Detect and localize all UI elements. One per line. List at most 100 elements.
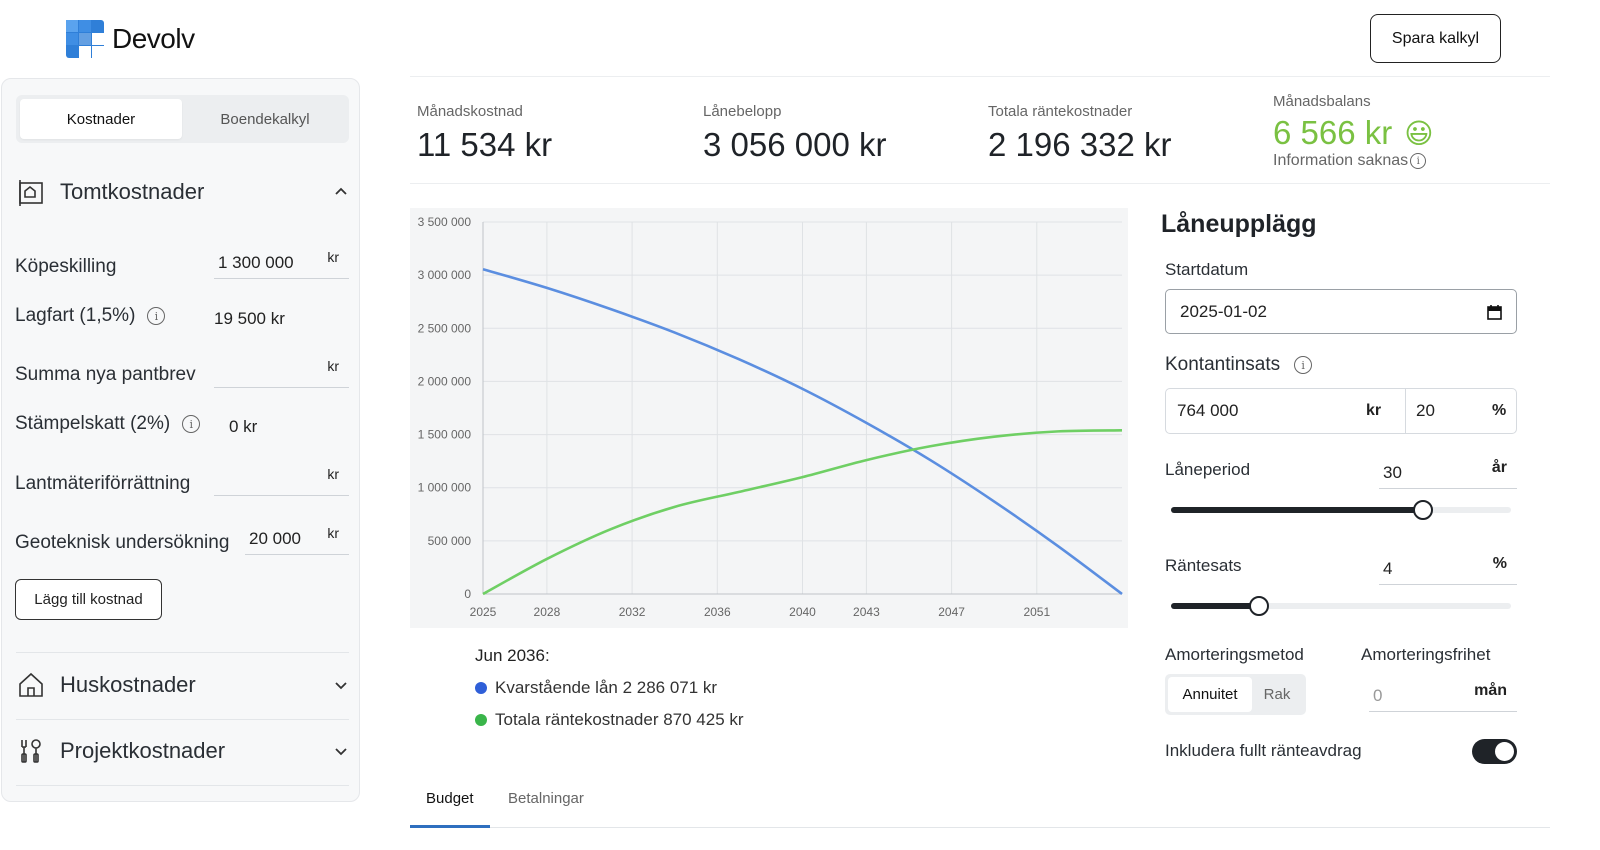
summary-bar: Månadskostnad 11 534 kr Lånebelopp 3 056… (410, 76, 1550, 184)
plot-icon (16, 177, 46, 207)
legend-date: Jun 2036: (475, 646, 550, 665)
stat-manadsbalans: Månadsbalans 6 566 kr 😃 Information sakn… (1273, 93, 1434, 169)
tab-budget[interactable]: Budget (426, 790, 474, 807)
pantbrev-input[interactable]: kr (214, 356, 349, 388)
legend-item-remaining: Kvarstående lån 2 286 071 kr (475, 678, 744, 698)
label-amorteringsfrihet: Amorteringsfrihet (1361, 645, 1491, 664)
section-huskostnader[interactable]: Huskostnader (16, 665, 349, 705)
tab-kostnader[interactable]: Kostnader (20, 99, 182, 139)
logo-icon (66, 20, 104, 58)
x-tick-label: 2051 (1023, 605, 1050, 619)
label-kopeskilling: Köpeskilling (15, 256, 117, 277)
y-tick-label: 2 500 000 (418, 321, 472, 335)
lagfart-value: 19 500 kr (214, 309, 285, 328)
x-tick-label: 2040 (789, 605, 816, 619)
house-icon (16, 670, 46, 700)
chevron-down-icon (333, 677, 349, 693)
label-geoteknisk: Geoteknisk undersökning (15, 532, 230, 553)
legend-dot (475, 714, 487, 726)
lantmateri-input[interactable]: kr (214, 464, 349, 496)
down-payment-amount[interactable]: 764 000 (1177, 401, 1239, 420)
loan-chart: 0 500 000 1 000 000 1 500 000 2 000 000 2 500… (410, 208, 1128, 628)
y-tick-label: 1 500 000 (418, 428, 472, 442)
brand-logo[interactable]: Devolv (66, 20, 195, 58)
y-tick-label: 3 000 000 (418, 268, 472, 282)
label-laneperiod: Låneperiod (1165, 460, 1251, 479)
chevron-up-icon (333, 184, 349, 200)
info-icon[interactable]: i (1410, 153, 1427, 169)
x-tick-label: 2028 (534, 605, 561, 619)
slider-thumb[interactable] (1412, 500, 1433, 520)
section-title: Projektkostnader (60, 738, 226, 763)
label-rantesats: Räntesats (1165, 556, 1242, 575)
y-tick-label: 3 500 000 (418, 215, 472, 229)
legend-item-interest: Totala räntekostnader 870 425 kr (475, 710, 744, 730)
x-tick-label: 2032 (619, 605, 646, 619)
smiley-icon: 😃 (1404, 117, 1434, 149)
label-stampelskatt: Stämpelskatt (2%) i (15, 413, 201, 435)
sidebar-tabs: Kostnader Boendekalkyl (16, 95, 349, 143)
label-startdatum: Startdatum (1165, 260, 1249, 279)
interest-rate-input[interactable]: 4 % (1379, 551, 1517, 585)
stat-rantekostnader: Totala räntekostnader 2 196 332 kr (988, 103, 1172, 163)
x-tick-label: 2043 (853, 605, 880, 619)
slider-thumb[interactable] (1249, 596, 1270, 616)
amortization-free-input[interactable]: 0 mån (1369, 678, 1517, 712)
stat-lanebelopp: Lånebelopp 3 056 000 kr (703, 103, 887, 163)
x-tick-label: 2036 (704, 605, 731, 619)
stampelskatt-value: 0 kr (229, 417, 258, 436)
tools-icon (16, 736, 46, 766)
divider (16, 652, 349, 653)
series-line-total-interest (482, 429, 1123, 596)
x-tick-label: 2025 (470, 605, 497, 619)
loan-setup-title: Låneupplägg (1161, 210, 1317, 238)
kopeskilling-input[interactable]: 1 300 000 kr (214, 247, 349, 279)
section-title: Huskostnader (60, 672, 196, 697)
chart-legend: Jun 2036: Kvarstående lån 2 286 071 kr T… (475, 646, 744, 730)
stat-manadskostnad: Månadskostnad 11 534 kr (417, 103, 553, 163)
option-rak[interactable]: Rak (1263, 686, 1291, 703)
y-tick-label: 500 000 (428, 534, 472, 548)
y-tick-label: 2 000 000 (418, 374, 472, 388)
x-tick-label: 2047 (938, 605, 965, 619)
sidebar: Kostnader Boendekalkyl Tomtkostnader Köp… (1, 78, 360, 802)
section-tomtkostnader[interactable]: Tomtkostnader (16, 172, 349, 212)
y-tick-label: 1 000 000 (418, 481, 472, 495)
series-line-remaining-loan (482, 267, 1123, 596)
toggle-knob (1495, 742, 1514, 761)
interest-rate-slider[interactable] (1171, 596, 1511, 616)
label-lagfart: Lagfart (1,5%) i (15, 305, 166, 327)
chart-svg: 0 500 000 1 000 000 1 500 000 2 000 000 2 500… (418, 215, 1123, 619)
info-icon[interactable]: i (147, 307, 166, 325)
down-payment-percent[interactable]: 20 (1416, 401, 1435, 420)
label-interest-deduction: Inkludera fullt ränteavdrag (1165, 741, 1362, 760)
tab-boendekalkyl[interactable]: Boendekalkyl (220, 110, 310, 128)
option-annuitet[interactable]: Annuitet (1168, 677, 1252, 712)
start-date-input[interactable]: 2025-01-02 (1165, 289, 1517, 334)
loan-period-slider[interactable] (1171, 500, 1511, 520)
amortization-method-toggle: Annuitet Rak (1165, 674, 1306, 715)
chevron-down-icon (333, 743, 349, 759)
tab-betalningar[interactable]: Betalningar (508, 790, 584, 807)
legend-dot (475, 682, 487, 694)
info-icon[interactable]: i (182, 415, 201, 433)
section-title: Tomtkostnader (60, 179, 205, 204)
interest-deduction-toggle[interactable] (1472, 739, 1517, 764)
active-tab-indicator (410, 825, 490, 828)
calendar-icon[interactable] (1487, 304, 1502, 320)
label-amorteringsmetod: Amorteringsmetod (1165, 645, 1304, 664)
brand-name: Devolv (112, 23, 195, 54)
unit-kr: kr (1366, 402, 1382, 419)
loan-period-input[interactable]: 30 år (1379, 455, 1517, 489)
geoteknisk-input[interactable]: 20 000 kr (245, 523, 349, 555)
label-lantmateri: Lantmäteriförrättning (15, 473, 191, 494)
y-tick-label: 0 (464, 587, 471, 601)
bottom-tabs: Budget Betalningar (410, 780, 1550, 828)
section-projektkostnader[interactable]: Projektkostnader (16, 731, 349, 771)
save-calculation-button[interactable]: Spara kalkyl (1370, 14, 1501, 63)
label-pantbrev: Summa nya pantbrev (15, 364, 196, 385)
unit-percent: % (1492, 402, 1507, 419)
divider (16, 785, 349, 786)
info-icon[interactable]: i (1294, 356, 1313, 374)
add-cost-button[interactable]: Lägg till kostnad (15, 579, 162, 620)
